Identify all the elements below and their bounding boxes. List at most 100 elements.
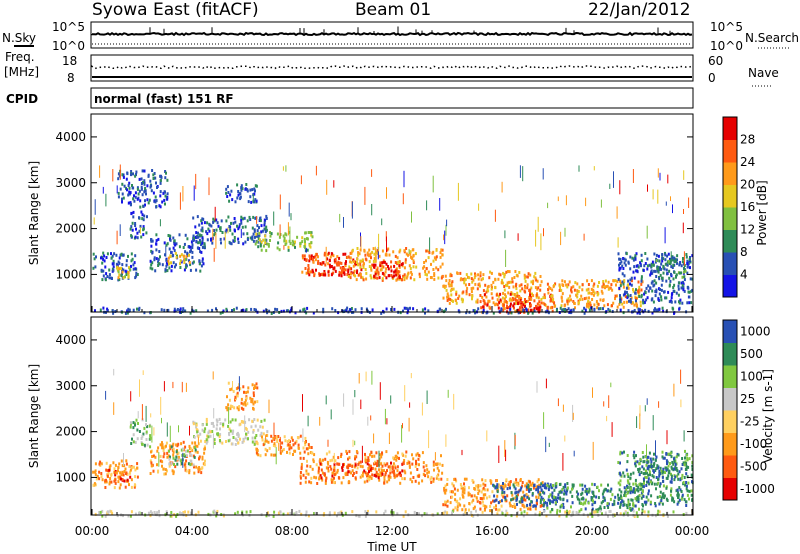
heatmap-cell <box>686 493 689 497</box>
heatmap-cell <box>98 477 101 481</box>
heatmap-cell <box>189 250 192 254</box>
heatmap-cell <box>130 442 133 445</box>
heatmap-cell <box>120 477 122 481</box>
heatmap-cell <box>564 309 567 313</box>
heatmap-cell <box>150 189 153 193</box>
heatmap-cell <box>505 283 507 287</box>
heatmap-cell <box>437 276 440 280</box>
heatmap-cell <box>159 454 162 458</box>
heatmap-cell <box>454 477 457 481</box>
heatmap-cell <box>398 264 401 268</box>
heatmap-cell <box>413 510 416 514</box>
heatmap-cell <box>497 294 500 298</box>
heatmap-cell <box>502 306 505 310</box>
heatmap-cell <box>572 285 575 289</box>
heatmap-cell <box>593 291 596 295</box>
heatmap-cell <box>376 462 379 466</box>
heatmap-cell <box>304 476 307 480</box>
heatmap-cell <box>661 450 664 454</box>
heatmap-cell <box>634 257 637 261</box>
heatmap-cell <box>405 306 408 310</box>
heatmap-cell <box>427 470 430 474</box>
heatmap-cell <box>471 297 473 301</box>
heatmap-cell <box>479 497 482 500</box>
heatmap-cell <box>509 307 512 311</box>
heatmap-cell <box>113 470 116 474</box>
heatmap-cell <box>372 260 375 263</box>
heatmap-cell <box>385 262 388 266</box>
heatmap-cell <box>260 230 263 234</box>
heatmap-cell <box>187 462 190 466</box>
heatmap-cell <box>609 286 612 290</box>
heatmap-cell <box>579 483 582 487</box>
heatmap-cell <box>628 482 631 486</box>
heatmap-cell <box>523 510 526 514</box>
heatmap-streak <box>145 405 147 422</box>
heatmap-cell <box>137 422 139 425</box>
heatmap-cell <box>172 253 175 257</box>
heatmap-cell <box>670 472 672 476</box>
heatmap-cell <box>640 491 643 495</box>
heatmap-cell <box>340 455 342 458</box>
heatmap-cell <box>525 308 528 312</box>
heatmap-cell <box>691 480 693 484</box>
heatmap-cell <box>631 256 634 260</box>
heatmap-cell <box>98 462 101 466</box>
heatmap-cell <box>387 267 390 271</box>
heatmap-cell <box>587 501 590 505</box>
heatmap-cell <box>678 486 681 490</box>
heatmap-cell <box>344 268 347 272</box>
heatmap-cell <box>135 173 137 177</box>
heatmap-cell <box>220 219 223 223</box>
heatmap-cell <box>549 499 551 503</box>
heatmap-cell <box>138 430 141 433</box>
colorbar-tick-label: 24 <box>740 155 755 169</box>
heatmap-cell <box>127 271 130 275</box>
heatmap-cell <box>264 227 267 231</box>
heatmap-cell <box>172 447 175 451</box>
heatmap-cell <box>130 170 133 173</box>
x-tick-label: 04:00 <box>175 524 210 538</box>
heatmap-cell <box>661 475 664 479</box>
heatmap-cell <box>570 298 572 302</box>
heatmap-cell <box>315 268 317 272</box>
heatmap-cell <box>242 232 245 236</box>
heatmap-cell <box>587 287 590 291</box>
heatmap-cell <box>367 456 370 460</box>
heatmap-cell <box>601 492 604 496</box>
heatmap-cell <box>122 268 125 272</box>
heatmap-cell <box>581 487 584 491</box>
heatmap-cell <box>589 303 592 307</box>
heatmap-cell <box>108 268 111 272</box>
heatmap-cell <box>502 482 504 485</box>
heatmap-cell <box>642 494 645 498</box>
heatmap-cell <box>394 254 397 258</box>
heatmap-cell <box>132 267 135 271</box>
heatmap-streak <box>325 395 327 405</box>
heatmap-cell <box>506 304 508 308</box>
heatmap-cell <box>492 301 495 305</box>
heatmap-cell <box>323 473 326 477</box>
heatmap-cell <box>213 442 216 445</box>
heatmap-cell <box>183 242 186 246</box>
heatmap-cell <box>317 259 320 263</box>
heatmap-cell <box>602 495 605 499</box>
heatmap-cell <box>476 300 479 304</box>
heatmap-streak <box>119 164 121 180</box>
heatmap-cell <box>150 263 153 267</box>
heatmap-cell <box>509 504 512 508</box>
heatmap-cell <box>619 501 622 505</box>
heatmap-cell <box>578 509 581 513</box>
heatmap-cell <box>101 278 104 282</box>
heatmap-cell <box>598 507 601 511</box>
heatmap-cell <box>472 507 475 511</box>
heatmap-cell <box>123 184 126 188</box>
nsky-trace <box>91 31 693 37</box>
heatmap-cell <box>393 307 396 311</box>
heatmap-cell <box>159 194 162 198</box>
heatmap-cell <box>110 480 113 484</box>
heatmap-cell <box>200 221 203 225</box>
heatmap-cell <box>559 505 562 509</box>
heatmap-cell <box>153 511 156 514</box>
heatmap-cell <box>373 454 376 458</box>
